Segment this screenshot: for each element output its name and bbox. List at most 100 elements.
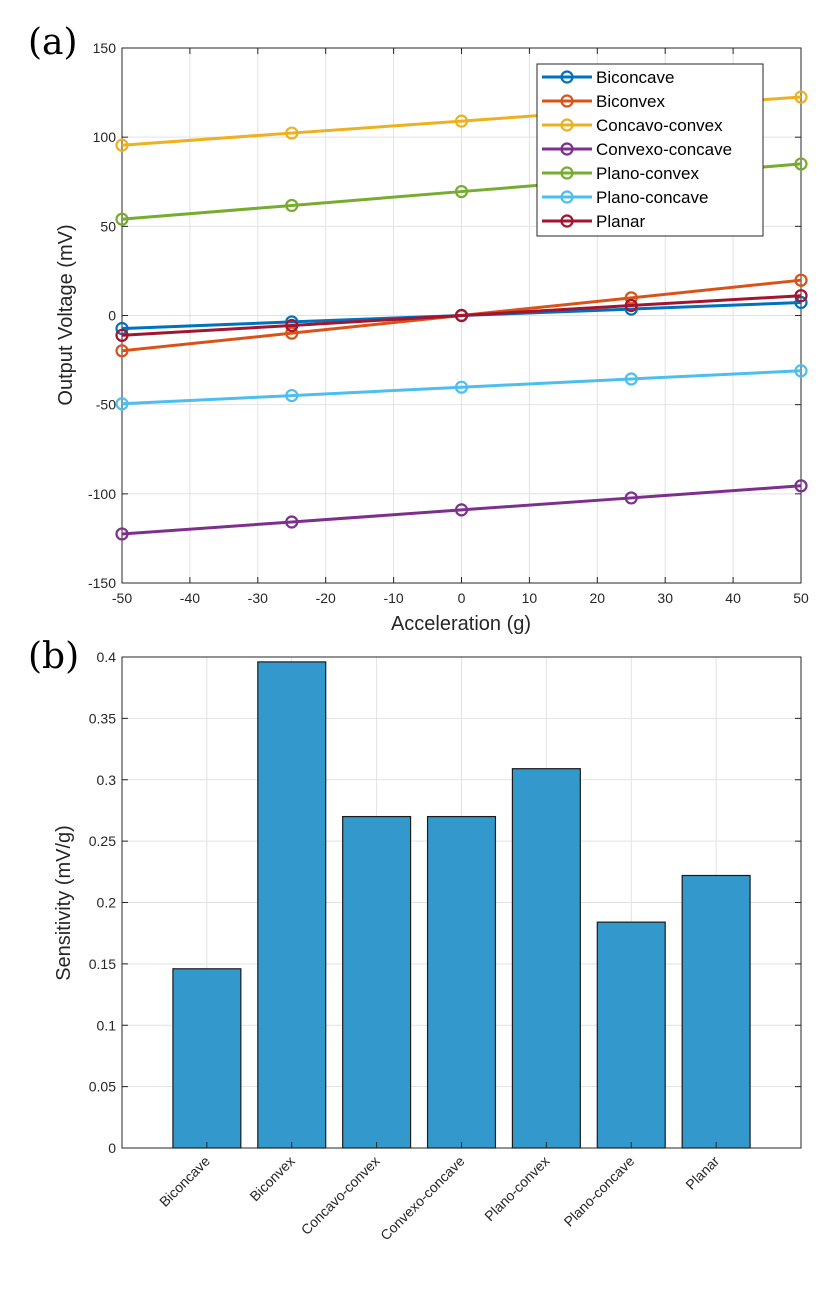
- y-tick-label: -100: [88, 486, 116, 502]
- data-point: [115, 212, 129, 226]
- legend-label: Biconvex: [596, 92, 665, 111]
- bar-chart-panel: (b) 0 0.05 0.1 0.15 0.2 0.25 0.3 0.35 0.4 Biconc…: [28, 636, 802, 1243]
- x-tick-label: -50: [112, 590, 132, 606]
- legend-label: Planar: [596, 212, 645, 231]
- data-point: [454, 114, 469, 128]
- data-point: [794, 479, 808, 493]
- legend-swatch-marker: [560, 214, 574, 228]
- y-tick-label: 50: [100, 218, 116, 234]
- data-point: [285, 388, 299, 403]
- y-tick-label: 0.4: [97, 649, 117, 665]
- data-point: [794, 273, 808, 287]
- x-category-label: Plano-concave: [561, 1153, 638, 1230]
- line-chart-panel: (a) -50 -40 -30 -20 -10 0 10 20 30 40 50 -150-100-…: [28, 22, 809, 635]
- legend-item: Plano-convex: [542, 164, 700, 183]
- data-point: [794, 364, 808, 378]
- bar-biconcave: [172, 968, 242, 1149]
- x-axis-label-a: Acceleration (g): [391, 613, 531, 635]
- bar-concavo-convex: [342, 815, 412, 1149]
- y-axis-label-b: Sensitivity (mV/g): [53, 825, 75, 981]
- y-tick-label: 0.2: [97, 895, 117, 911]
- y-tick-label: 0: [108, 308, 116, 324]
- y-tick-label: 0.25: [89, 833, 116, 849]
- y-tick-label: 0.05: [89, 1079, 116, 1095]
- legend-item: Biconvex: [542, 92, 665, 111]
- legend-item: Biconcave: [542, 68, 674, 87]
- data-point: [115, 138, 129, 152]
- legend-label: Biconcave: [596, 68, 674, 87]
- data-point: [624, 491, 638, 505]
- x-tick-label: -40: [180, 590, 200, 606]
- x-category-label: Plano-convex: [481, 1153, 552, 1224]
- x-tick-label: 10: [522, 590, 538, 606]
- series-plano-concave: [115, 364, 808, 411]
- x-tick-label: 30: [657, 590, 673, 606]
- x-tick-label: 40: [725, 590, 741, 606]
- x-category-label: Biconvex: [246, 1153, 297, 1204]
- data-point: [794, 157, 808, 171]
- data-point: [285, 198, 299, 213]
- legend: Biconcave Biconvex Concavo-convex Convexo-c…: [536, 63, 764, 237]
- data-point: [624, 291, 638, 305]
- y-tick-label: 100: [93, 129, 117, 145]
- y-tick-label: -50: [96, 397, 116, 413]
- y-tick-label: 0.3: [97, 772, 117, 788]
- series-line: [121, 484, 802, 536]
- data-point: [285, 318, 299, 333]
- x-tick-label: -30: [248, 590, 268, 606]
- bar-plano-convex: [511, 768, 581, 1149]
- data-point: [624, 372, 638, 386]
- y-axis-label-a: Output Voltage (mV): [55, 224, 77, 405]
- data-point: [285, 126, 299, 140]
- legend-label: Plano-convex: [596, 164, 700, 183]
- x-tick-label: 0: [458, 590, 466, 606]
- bar-plano-concave: [596, 921, 666, 1149]
- data-point: [115, 328, 129, 342]
- bar-convexo-concave: [426, 815, 497, 1149]
- x-axis-ticks: -50 -40 -30 -20 -10 0 10 20 30 40 50: [112, 48, 809, 606]
- x-category-label: Concavo-convex: [298, 1153, 383, 1238]
- legend-item: Convexo-concave: [542, 140, 732, 159]
- data-point: [285, 515, 299, 529]
- legend-item: Plano-concave: [542, 188, 708, 207]
- y-axis-ticks: -150 -100 -50 0 50 100 150: [88, 40, 801, 591]
- legend-swatch-marker: [560, 118, 574, 132]
- x-tick-label: -10: [383, 590, 403, 606]
- data-point: [454, 184, 469, 199]
- legend-label: Plano-concave: [596, 188, 708, 207]
- bars: [172, 661, 751, 1149]
- panel-label-a: (a): [28, 22, 78, 63]
- data-point: [285, 326, 299, 340]
- data-point: [624, 298, 638, 313]
- legend-swatch-marker: [560, 142, 574, 156]
- legend-label: Concavo-convex: [596, 116, 723, 135]
- legend-item: Concavo-convex: [542, 116, 723, 135]
- y-tick-label: 0: [108, 1140, 116, 1156]
- data-point: [115, 397, 129, 411]
- series-planar: [115, 289, 808, 342]
- y-tick-label: 150: [93, 40, 117, 56]
- y-tick-label: -150: [88, 575, 116, 591]
- legend-label: Convexo-concave: [596, 140, 732, 159]
- data-point: [115, 344, 129, 358]
- bar-biconvex: [257, 661, 327, 1149]
- bar-planar: [681, 874, 751, 1149]
- legend-swatch-marker: [560, 94, 574, 108]
- legend-swatch-marker: [560, 70, 574, 84]
- x-tick-label: 20: [590, 590, 606, 606]
- y-tick-label: 0.35: [89, 710, 116, 726]
- x-category-label: Convexo-concave: [377, 1153, 468, 1244]
- y-axis-ticks: 0 0.05 0.1 0.15 0.2 0.25 0.3 0.35 0.4: [89, 649, 801, 1156]
- x-axis-category-labels: Biconcave Biconvex Concavo-convexConvexo-c…: [156, 1142, 722, 1243]
- data-point: [454, 308, 469, 323]
- legend-swatch-marker: [560, 166, 574, 180]
- series-convexo-concave: [115, 479, 808, 541]
- y-tick-label: 0.1: [97, 1017, 117, 1033]
- data-point: [454, 380, 469, 394]
- x-tick-label: -20: [316, 590, 336, 606]
- panel-label-b: (b): [28, 636, 79, 677]
- legend-swatch-marker: [560, 190, 574, 204]
- x-tick-label: 50: [793, 590, 809, 606]
- legend-item: Planar: [542, 212, 645, 231]
- data-point: [794, 289, 808, 303]
